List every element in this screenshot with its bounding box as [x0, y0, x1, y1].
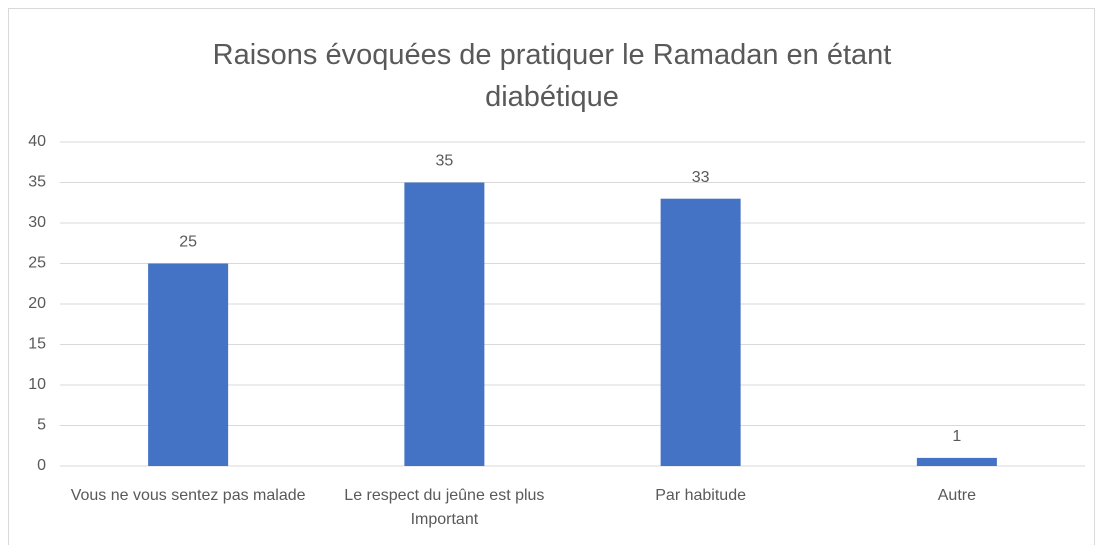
y-tick-label: 15: [28, 336, 46, 353]
chart-frame: [8, 8, 1095, 545]
y-tick-label: 30: [28, 214, 46, 231]
x-tick-label: Par habitude: [655, 487, 746, 504]
y-tick-label: 20: [28, 295, 46, 312]
x-tick-label: Vous ne vous sentez pas malade: [70, 487, 306, 504]
value-label: 1: [952, 428, 961, 445]
y-tick-label: 40: [28, 133, 46, 150]
chart-title: Raisons évoquées de pratiquer le Ramadan…: [212, 39, 892, 113]
bar: [916, 457, 997, 466]
y-tick-label: 0: [37, 457, 46, 474]
x-tick-label: Autre: [937, 487, 976, 504]
value-label: 33: [692, 169, 710, 186]
x-tick-label: Le respect du jeûne est plus Important: [344, 487, 545, 528]
y-tick-label: 25: [28, 255, 46, 272]
bar: [660, 198, 741, 466]
y-tick-label: 10: [28, 376, 46, 393]
bar: [148, 263, 229, 466]
y-tick-label: 5: [37, 417, 46, 434]
value-label: 25: [179, 234, 197, 251]
y-tick-label: 35: [28, 174, 46, 191]
value-label: 35: [435, 153, 453, 170]
bar: [404, 182, 485, 466]
